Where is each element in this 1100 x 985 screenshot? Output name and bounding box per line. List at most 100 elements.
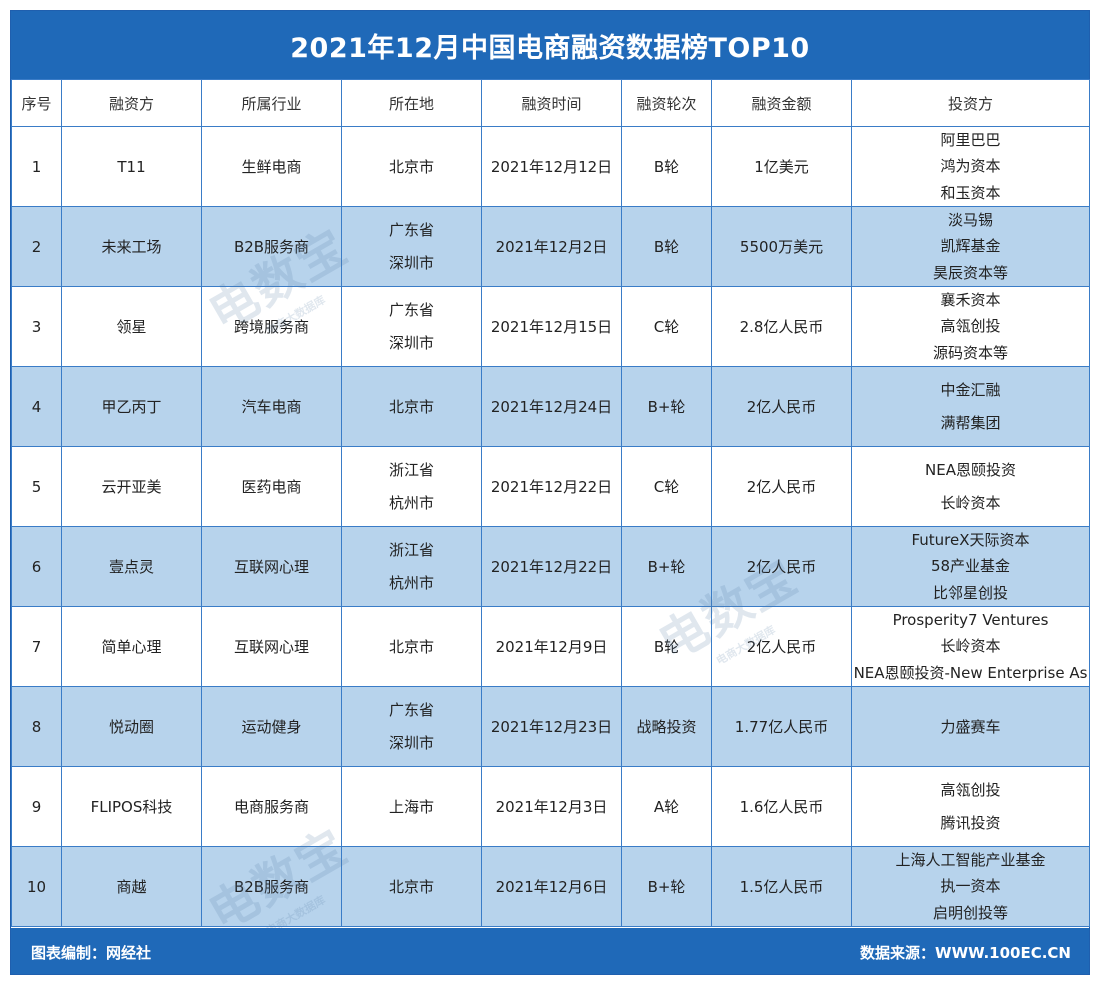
cell-date: 2021年12月2日 [481, 206, 622, 287]
cell-no: 2 [11, 206, 62, 287]
cell-location-line: 北京市 [388, 397, 434, 416]
cell-company: T11 [61, 126, 202, 207]
cell-investors: 力盛赛车 [851, 686, 1090, 767]
cell-location: 上海市 [341, 766, 482, 847]
cell-investors-line: Prosperity7 Ventures [892, 611, 1049, 630]
cell-investors: 襄禾资本 高瓴创投 源码资本等 [851, 286, 1090, 367]
cell-date: 2021年12月12日 [481, 126, 622, 207]
header-investors: 投资方 [851, 79, 1090, 127]
header-amount: 融资金额 [711, 79, 852, 127]
cell-location-line: 杭州市 [388, 493, 434, 512]
cell-company: FLIPOS科技 [61, 766, 202, 847]
cell-round: B轮 [621, 126, 712, 207]
cell-industry: 跨境服务商 [201, 286, 342, 367]
table-row: 1 T11 生鲜电商 北京市 2021年12月12日 B轮 1亿美元 阿里巴巴 鸿为资本 和玉资本 [11, 126, 1090, 207]
cell-investors-line: 启明创投等 [932, 903, 1008, 922]
cell-investors-line: 和玉资本 [940, 183, 1001, 202]
table-row: 3 领星 跨境服务商 广东省 深圳市 2021年12月15日 C轮 2.8亿人民币 襄禾资本 高瓴… [11, 286, 1090, 367]
cell-location-line: 北京市 [388, 157, 434, 176]
cell-amount: 1亿美元 [711, 126, 852, 207]
cell-industry: 电商服务商 [201, 766, 342, 847]
cell-investors-line: 鸿为资本 [940, 157, 1001, 176]
cell-industry: 汽车电商 [201, 366, 342, 447]
cell-amount: 2亿人民币 [711, 526, 852, 607]
cell-location-line: 深圳市 [388, 253, 434, 272]
cell-date: 2021年12月24日 [481, 366, 622, 447]
cell-date: 2021年12月22日 [481, 526, 622, 607]
cell-investors: 上海人工智能产业基金 执一资本启明创投等 [851, 846, 1090, 927]
table-header-row: 序号 融资方 所属行业 所在地 融资时间 融资轮次 融资金额 投资方 [11, 79, 1090, 127]
footer-bar: 图表编制：网经社 数据来源：WWW.100EC.CN [11, 928, 1089, 974]
table-row: 2 未来工场 B2B服务商 广东省 深圳市 2021年12月2日 B轮 5500万美元 淡马锡凯… [11, 206, 1090, 287]
cell-amount: 2.8亿人民币 [711, 286, 852, 367]
cell-industry: 互联网心理 [201, 606, 342, 687]
cell-investors-line: 上海人工智能产业基金 [895, 851, 1046, 870]
cell-no: 7 [11, 606, 62, 687]
cell-location-line: 广东省 [388, 301, 434, 320]
cell-location-line: 北京市 [388, 877, 434, 896]
cell-no: 1 [11, 126, 62, 207]
cell-company: 商越 [61, 846, 202, 927]
cell-no: 3 [11, 286, 62, 367]
header-round: 融资轮次 [621, 79, 712, 127]
table-row: 4 甲乙丙丁 汽车电商 北京市 2021年12月24日 B+轮 2亿人民币 中金汇融 满帮集团 [11, 366, 1090, 447]
cell-industry: B2B服务商 [201, 206, 342, 287]
report-frame: 2021年12月中国电商融资数据榜TOP10 序号 融资方 所属行业 所在地 融… [10, 10, 1090, 975]
header-date: 融资时间 [481, 79, 622, 127]
cell-date: 2021年12月15日 [481, 286, 622, 367]
header-industry: 所属行业 [201, 79, 342, 127]
cell-investors: 淡马锡 凯辉基金 昊辰资本等 [851, 206, 1090, 287]
cell-location-line: 上海市 [388, 797, 434, 816]
cell-round: A轮 [621, 766, 712, 847]
cell-amount: 2亿人民币 [711, 606, 852, 687]
cell-investors-line: 中金汇融 [940, 381, 1001, 400]
cell-investors: Prosperity7 Ventures 长岭资本 NEA恩颐投资-New Ente… [851, 606, 1090, 687]
cell-no: 6 [11, 526, 62, 607]
cell-location: 广东省 深圳市 [341, 686, 482, 767]
footer-compiler: 图表编制：网经社 [31, 944, 152, 962]
cell-investors-line: FutureX天际资本 [911, 531, 1030, 550]
cell-investors-line: 长岭资本 [940, 493, 1001, 512]
cell-company: 云开亚美 [61, 446, 202, 527]
table-row: 10 商越 B2B服务商 北京市 2021年12月6日 B+轮 1.5亿人民币 上海人工智能产… [11, 846, 1090, 927]
cell-location-line: 浙江省 [388, 541, 434, 560]
report-title: 2021年12月中国电商融资数据榜TOP10 [11, 11, 1089, 79]
table-row: 7 简单心理 互联网心理 北京市 2021年12月9日 B轮 2亿人民币 Prosperity… [11, 606, 1090, 687]
cell-investors-line: 执一资本 [940, 877, 1001, 896]
cell-industry: 生鲜电商 [201, 126, 342, 207]
header-company: 融资方 [61, 79, 202, 127]
cell-investors-line: 58产业基金 [930, 557, 1011, 576]
header-location: 所在地 [341, 79, 482, 127]
table-row: 9 FLIPOS科技 电商服务商 上海市 2021年12月3日 A轮 1.6亿人民币 高瓴创投… [11, 766, 1090, 847]
cell-amount: 5500万美元 [711, 206, 852, 287]
cell-location: 广东省 深圳市 [341, 286, 482, 367]
cell-location: 北京市 [341, 366, 482, 447]
cell-round: B+轮 [621, 526, 712, 607]
cell-no: 5 [11, 446, 62, 527]
cell-round: 战略投资 [621, 686, 712, 767]
cell-investors-line: 高瓴创投 [940, 317, 1001, 336]
cell-round: C轮 [621, 446, 712, 527]
cell-amount: 1.6亿人民币 [711, 766, 852, 847]
table-row: 6 壹点灵 互联网心理 浙江省 杭州市 2021年12月22日 B+轮 2亿人民币 Future… [11, 526, 1090, 607]
cell-company: 领星 [61, 286, 202, 367]
cell-no: 10 [11, 846, 62, 927]
cell-investors-line: 长岭资本 [940, 637, 1001, 656]
cell-investors-line: 襄禾资本 [940, 291, 1001, 310]
cell-location-line: 深圳市 [388, 333, 434, 352]
table-row: 8 悦动圈 运动健身 广东省 深圳市 2021年12月23日 战略投资 1.77亿人民币 力盛赛… [11, 686, 1090, 767]
footer-source: 数据来源：WWW.100EC.CN [860, 944, 1071, 962]
cell-investors-line: 满帮集团 [940, 413, 1001, 432]
cell-investors: 高瓴创投 腾讯投资 [851, 766, 1090, 847]
cell-company: 甲乙丙丁 [61, 366, 202, 447]
cell-location: 北京市 [341, 126, 482, 207]
cell-investors-line: 淡马锡 [947, 211, 993, 230]
cell-industry: 医药电商 [201, 446, 342, 527]
cell-investors-line: 凯辉基金 [940, 237, 1001, 256]
cell-company: 简单心理 [61, 606, 202, 687]
cell-no: 9 [11, 766, 62, 847]
cell-investors-line: 高瓴创投 [940, 781, 1001, 800]
cell-amount: 1.77亿人民币 [711, 686, 852, 767]
cell-investors: FutureX天际资本 58产业基金 比邻星创投 [851, 526, 1090, 607]
cell-round: B轮 [621, 206, 712, 287]
